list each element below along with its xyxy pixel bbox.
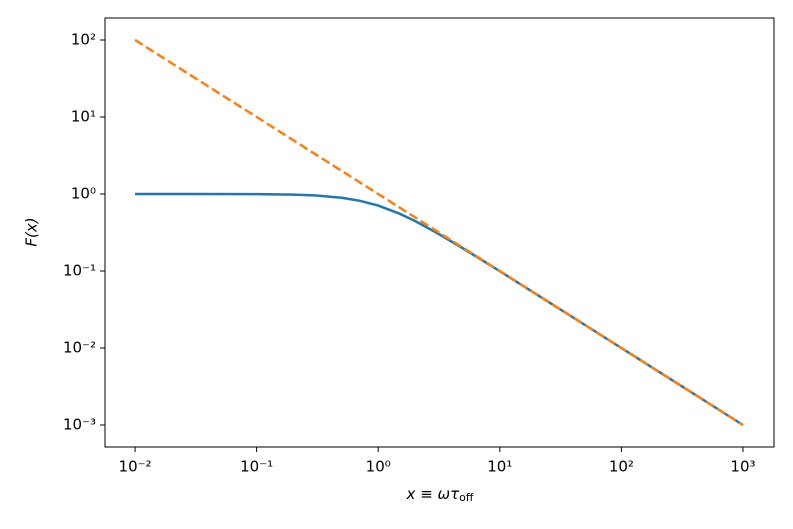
y-tick-label: 10¹ xyxy=(71,107,96,125)
series-line xyxy=(134,38,744,427)
x-label-main: x ≡ ωτ xyxy=(406,485,461,503)
x-tick-label: 10⁻¹ xyxy=(240,458,273,476)
y-axis-label: F(x) xyxy=(23,217,41,246)
y-tick-label: 10² xyxy=(71,30,96,48)
x-tick-label: 10² xyxy=(609,458,634,476)
y-tick-label: 10⁰ xyxy=(71,184,96,202)
y-tick-label: 10⁻² xyxy=(63,338,96,356)
x-tick-label: 10⁰ xyxy=(366,458,391,476)
series-line xyxy=(135,192,744,427)
y-tick-label: 10⁻¹ xyxy=(63,261,96,279)
x-tick-label: 10³ xyxy=(730,458,755,476)
x-axis-label: x ≡ ωτoff xyxy=(406,485,474,505)
y-tick-label: 10⁻³ xyxy=(63,416,96,434)
x-label-sub: off xyxy=(459,491,474,504)
axes-frame xyxy=(104,17,775,448)
x-tick-label: 10⁻² xyxy=(119,458,152,476)
x-tick-label: 10¹ xyxy=(487,458,512,476)
